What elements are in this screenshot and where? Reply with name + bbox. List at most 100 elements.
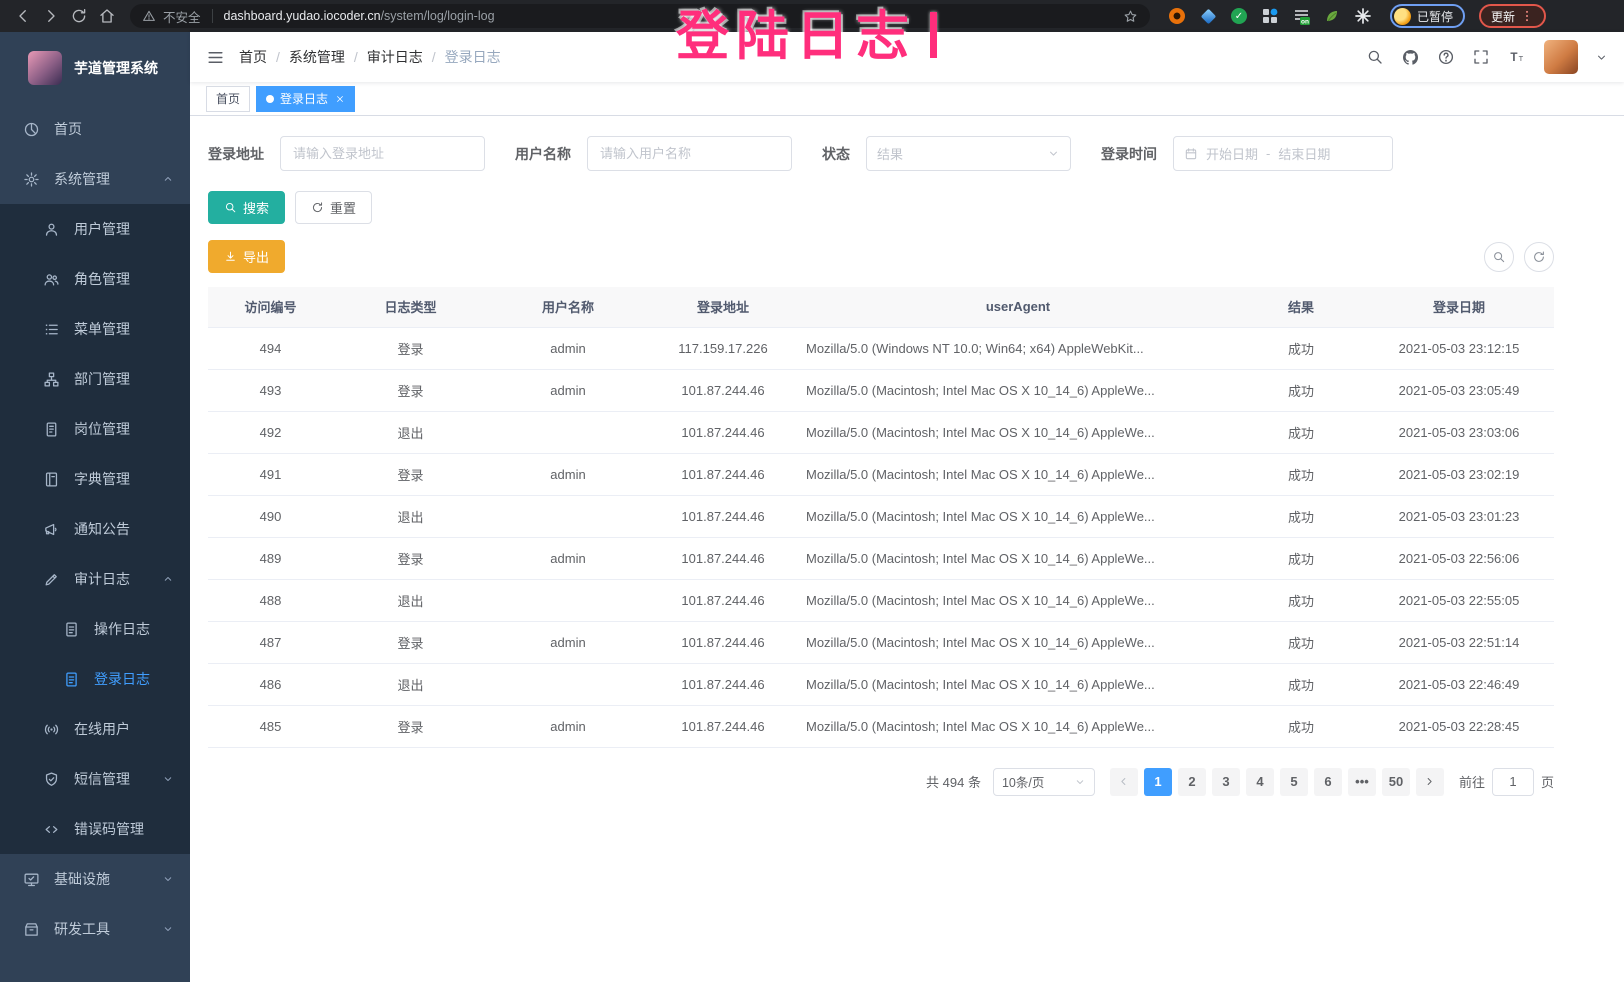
page-button-5[interactable]: 5 bbox=[1279, 767, 1308, 796]
sidebar-item-notice-announcement[interactable]: 通知公告 bbox=[0, 504, 190, 554]
github-icon[interactable] bbox=[1401, 48, 1420, 67]
sidebar-item-label: 审计日志 bbox=[74, 571, 130, 587]
username-input[interactable] bbox=[587, 136, 792, 171]
tab-label: 登录日志 bbox=[280, 92, 329, 106]
sidebar-item-role-management[interactable]: 角色管理 bbox=[0, 254, 190, 304]
browser-menu-kebab-icon[interactable] bbox=[1520, 9, 1534, 23]
address-bar[interactable]: 不安全 dashboard.yudao.iocoder.cn/system/lo… bbox=[130, 4, 1150, 28]
filter-form: 登录地址 用户名称 状态 结果 登录时间 bbox=[208, 136, 1554, 171]
login-time-range-picker[interactable]: 开始日期 - 结束日期 bbox=[1173, 136, 1393, 171]
bookmark-star-icon[interactable] bbox=[1123, 9, 1138, 24]
browser-back-button[interactable] bbox=[10, 3, 36, 29]
sidebar-item-login-log[interactable]: 登录日志 bbox=[0, 654, 190, 704]
goto-label: 前往 bbox=[1458, 775, 1485, 790]
sidebar-item-label: 错误码管理 bbox=[74, 821, 144, 837]
extension-green-check-icon[interactable]: ✓ bbox=[1230, 7, 1248, 25]
page-button-1[interactable]: 1 bbox=[1143, 767, 1172, 796]
search-button-label: 搜索 bbox=[243, 201, 270, 216]
column-header: 登录地址 bbox=[648, 287, 798, 328]
breadcrumb-item[interactable]: 系统管理 bbox=[288, 49, 345, 65]
sidebar-item-online-users[interactable]: 在线用户 bbox=[0, 704, 190, 754]
status-select-placeholder: 结果 bbox=[877, 147, 904, 162]
toggle-search-tool-button[interactable] bbox=[1484, 241, 1514, 272]
sidebar-item-dict-management[interactable]: 字典管理 bbox=[0, 454, 190, 504]
sidebar-item-system-management[interactable]: 系统管理 bbox=[0, 154, 190, 204]
page-button-6[interactable]: 6 bbox=[1313, 767, 1342, 796]
extension-blue-diamond-icon[interactable] bbox=[1199, 7, 1217, 25]
date-range-separator: - bbox=[1266, 146, 1271, 161]
fullscreen-icon[interactable] bbox=[1472, 48, 1490, 66]
page-size-select[interactable]: 10条/页 bbox=[992, 767, 1095, 796]
table-row: 490 退出 101.87.244.46 Mozilla/5.0 (Macintosh… bbox=[208, 495, 1554, 538]
page-ellipsis[interactable]: ••• bbox=[1347, 767, 1376, 796]
sidebar-item-audit-log[interactable]: 审计日志 bbox=[0, 554, 190, 604]
table-toolbar: 导出 bbox=[208, 240, 1554, 273]
search-button[interactable]: 搜索 bbox=[208, 191, 286, 224]
table-cell: 485 bbox=[208, 705, 333, 748]
goto-page-input[interactable] bbox=[1491, 767, 1534, 796]
sidebar-item-sms-management[interactable]: 短信管理 bbox=[0, 754, 190, 804]
table-cell: 2021-05-03 23:12:15 bbox=[1364, 327, 1554, 370]
sidebar-toggle-hamburger-icon[interactable] bbox=[206, 48, 225, 67]
extension-grid-icon[interactable] bbox=[1261, 7, 1279, 25]
reset-button[interactable]: 重置 bbox=[295, 191, 373, 224]
page-button-2[interactable]: 2 bbox=[1177, 767, 1206, 796]
sidebar-item-post-management[interactable]: 岗位管理 bbox=[0, 404, 190, 454]
help-icon[interactable] bbox=[1437, 48, 1455, 66]
sidebar-item-label: 在线用户 bbox=[74, 721, 130, 737]
table-row: 487 登录 admin 101.87.244.46 Mozilla/5.0 (Maci… bbox=[208, 621, 1554, 664]
extension-snowflake-icon[interactable] bbox=[1354, 7, 1372, 25]
table-cell: 101.87.244.46 bbox=[648, 621, 798, 664]
browser-profile-chip[interactable]: 已暂停 bbox=[1390, 4, 1466, 28]
login-address-input[interactable] bbox=[280, 136, 485, 171]
table-cell: 2021-05-03 22:28:45 bbox=[1364, 705, 1554, 748]
page-button-50[interactable]: 50 bbox=[1381, 767, 1410, 796]
next-page-button[interactable] bbox=[1415, 767, 1444, 796]
table-cell bbox=[488, 663, 648, 706]
sidebar-item-menu-management[interactable]: 菜单管理 bbox=[0, 304, 190, 354]
user-avatar[interactable] bbox=[1544, 40, 1578, 74]
browser-reload-button[interactable] bbox=[66, 3, 92, 29]
sidebar-logo-row[interactable]: 芋道管理系统 bbox=[0, 32, 190, 104]
page-button-4[interactable]: 4 bbox=[1245, 767, 1274, 796]
breadcrumb-item[interactable]: 首页 bbox=[239, 49, 267, 65]
user-menu-caret-icon[interactable] bbox=[1595, 51, 1608, 64]
tree-icon bbox=[42, 370, 60, 388]
header-search-icon[interactable] bbox=[1366, 48, 1384, 66]
sidebar-item-user-management[interactable]: 用户管理 bbox=[0, 204, 190, 254]
refresh-table-icon bbox=[1532, 250, 1546, 264]
table-cell: 2021-05-03 23:03:06 bbox=[1364, 411, 1554, 454]
breadcrumb-item[interactable]: 审计日志 bbox=[366, 49, 423, 65]
tab-登录日志[interactable]: 登录日志 bbox=[256, 85, 356, 112]
sidebar-item-operation-log[interactable]: 操作日志 bbox=[0, 604, 190, 654]
table-cell: Mozilla/5.0 (Macintosh; Intel Mac OS X 1… bbox=[798, 579, 1238, 622]
tab-close-icon[interactable] bbox=[335, 94, 345, 104]
table-body: 494 登录 admin 117.159.17.226 Mozilla/5.0 (Win… bbox=[208, 327, 1554, 748]
sidebar-item-home[interactable]: 首页 bbox=[0, 104, 190, 154]
security-warning-icon[interactable] bbox=[142, 9, 156, 23]
export-button[interactable]: 导出 bbox=[208, 240, 286, 273]
chevron-down-icon bbox=[162, 923, 174, 935]
sidebar-item-dev-tools[interactable]: 研发工具 bbox=[0, 904, 190, 954]
table-cell bbox=[488, 411, 648, 454]
browser-forward-button[interactable] bbox=[38, 3, 64, 29]
browser-home-button[interactable] bbox=[94, 3, 120, 29]
prev-page-button[interactable] bbox=[1109, 767, 1138, 796]
browser-update-button[interactable]: 更新 bbox=[1479, 4, 1547, 28]
extension-orange-circle-icon[interactable] bbox=[1168, 7, 1186, 25]
date-start-placeholder: 开始日期 bbox=[1206, 147, 1259, 162]
extension-switch-on-icon[interactable]: on bbox=[1292, 7, 1310, 25]
refresh-table-button[interactable] bbox=[1524, 241, 1554, 272]
app-title: 芋道管理系统 bbox=[74, 60, 158, 76]
sidebar-item-error-code-management[interactable]: 错误码管理 bbox=[0, 804, 190, 854]
table-cell: 成功 bbox=[1238, 663, 1364, 706]
status-select[interactable]: 结果 bbox=[866, 136, 1071, 171]
page-button-3[interactable]: 3 bbox=[1211, 767, 1240, 796]
extension-leaf-icon[interactable] bbox=[1323, 7, 1341, 25]
sidebar-item-label: 通知公告 bbox=[74, 521, 130, 537]
tab-首页[interactable]: 首页 bbox=[206, 85, 251, 112]
dashboard-icon bbox=[22, 120, 40, 138]
sidebar-item-infrastructure[interactable]: 基础设施 bbox=[0, 854, 190, 904]
sidebar-item-department-management[interactable]: 部门管理 bbox=[0, 354, 190, 404]
